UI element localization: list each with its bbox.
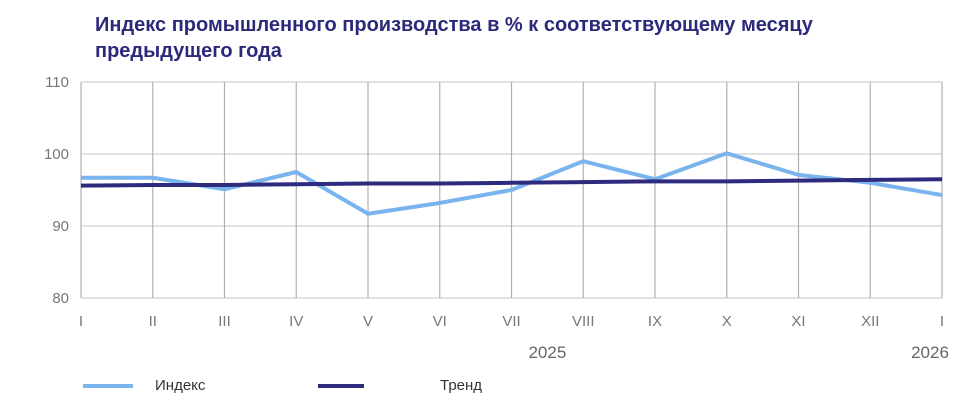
x-tick-label: XI <box>791 313 805 330</box>
x-tick-label: XII <box>861 313 879 330</box>
x-tick-label: VIII <box>572 313 595 330</box>
y-tick-label: 90 <box>52 218 69 235</box>
y-tick-label: 80 <box>52 290 69 307</box>
x-tick-label: I <box>79 313 83 330</box>
x-tick-label: VII <box>502 313 520 330</box>
year-label: 2025 <box>528 343 566 362</box>
y-tick-label: 110 <box>45 74 69 91</box>
x-tick-label: VI <box>433 313 447 330</box>
y-tick-label: 100 <box>44 146 69 163</box>
x-tick-label: V <box>363 313 373 330</box>
x-tick-label: IV <box>289 313 303 330</box>
legend-label-index: Индекс <box>155 377 206 394</box>
year-label: 2026 <box>911 343 949 362</box>
x-tick-label: X <box>722 313 732 330</box>
x-tick-label: III <box>218 313 231 330</box>
x-tick-label: I <box>940 313 944 330</box>
chart-title: Индекс промышленного производства в % к … <box>95 14 813 62</box>
x-tick-label: IX <box>648 313 662 330</box>
x-tick-label: II <box>149 313 157 330</box>
legend-label-trend: Тренд <box>440 377 483 394</box>
